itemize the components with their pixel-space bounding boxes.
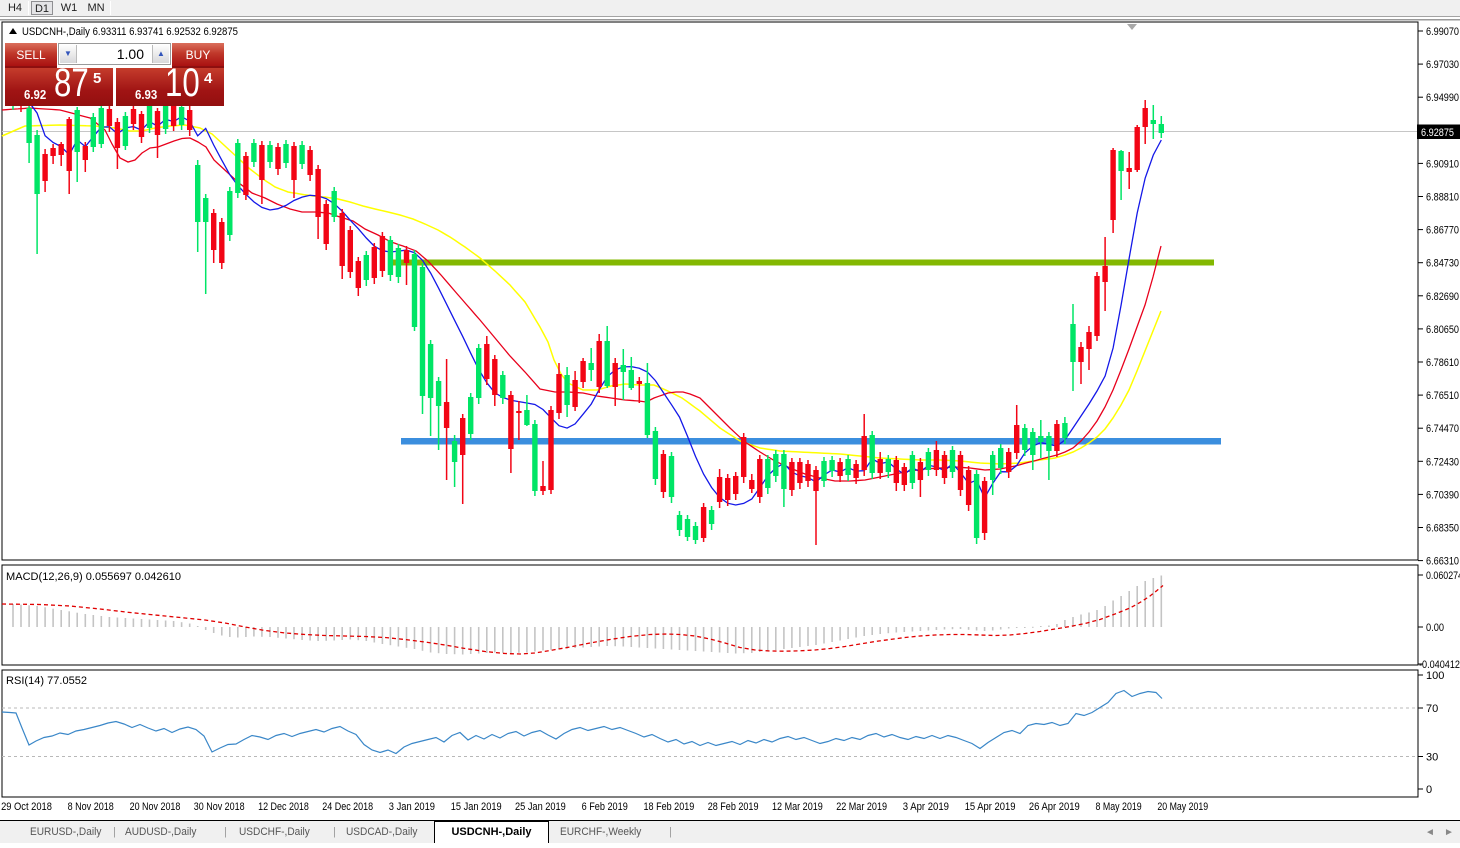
svg-text:0.00: 0.00 [1426,622,1444,634]
svg-text:6.66310: 6.66310 [1426,556,1459,568]
svg-text:6.90910: 6.90910 [1426,158,1459,170]
svg-text:20 May 2019: 20 May 2019 [1157,801,1208,813]
svg-text:3 Jan 2019: 3 Jan 2019 [389,801,435,813]
svg-text:6.84730: 6.84730 [1426,258,1459,270]
svg-text:6.70390: 6.70390 [1426,489,1459,501]
svg-text:8 May 2019: 8 May 2019 [1096,801,1142,813]
svg-text:6.97030: 6.97030 [1426,59,1459,71]
svg-text:26 Apr 2019: 26 Apr 2019 [1029,801,1080,813]
svg-text:6.99070: 6.99070 [1426,26,1459,38]
svg-text:25 Jan 2019: 25 Jan 2019 [515,801,566,813]
svg-text:6.92875: 6.92875 [1421,127,1454,139]
svg-text:30 Nov 2018: 30 Nov 2018 [194,801,245,813]
svg-text:24 Dec 2018: 24 Dec 2018 [322,801,373,813]
svg-text:0.060274: 0.060274 [1426,570,1460,582]
svg-text:6.86770: 6.86770 [1426,225,1459,237]
svg-text:8 Nov 2018: 8 Nov 2018 [68,801,114,813]
svg-text:100: 100 [1426,670,1444,682]
svg-text:-0.040412: -0.040412 [1419,659,1460,671]
svg-text:MACD(12,26,9) 0.055697 0.04261: MACD(12,26,9) 0.055697 0.042610 [6,571,181,583]
svg-text:6.72430: 6.72430 [1426,456,1459,468]
svg-text:30: 30 [1426,752,1438,764]
svg-text:20 Nov 2018: 20 Nov 2018 [130,801,181,813]
svg-text:70: 70 [1426,703,1438,715]
svg-text:18 Feb 2019: 18 Feb 2019 [643,801,694,813]
svg-text:6.74470: 6.74470 [1426,423,1459,435]
svg-text:0: 0 [1426,784,1432,796]
svg-text:15 Jan 2019: 15 Jan 2019 [451,801,502,813]
svg-text:RSI(14) 77.0552: RSI(14) 77.0552 [6,675,87,687]
svg-text:6.88810: 6.88810 [1426,192,1459,204]
svg-text:15 Apr 2019: 15 Apr 2019 [965,801,1016,813]
svg-text:3 Apr 2019: 3 Apr 2019 [903,801,949,813]
svg-text:6.80650: 6.80650 [1426,324,1459,336]
svg-text:28 Feb 2019: 28 Feb 2019 [708,801,759,813]
svg-text:12 Dec 2018: 12 Dec 2018 [258,801,309,813]
svg-text:12 Mar 2019: 12 Mar 2019 [772,801,823,813]
svg-text:29 Oct 2018: 29 Oct 2018 [1,801,52,813]
svg-text:6.68350: 6.68350 [1426,523,1459,535]
svg-text:22 Mar 2019: 22 Mar 2019 [836,801,887,813]
svg-text:6.82690: 6.82690 [1426,291,1459,303]
svg-text:6 Feb 2019: 6 Feb 2019 [582,801,628,813]
svg-text:USDCNH-,Daily 6.93311 6.93741: USDCNH-,Daily 6.93311 6.93741 6.92532 6.… [22,26,238,38]
svg-text:6.76510: 6.76510 [1426,390,1459,402]
svg-text:6.78610: 6.78610 [1426,357,1459,369]
svg-text:6.94990: 6.94990 [1426,92,1459,104]
